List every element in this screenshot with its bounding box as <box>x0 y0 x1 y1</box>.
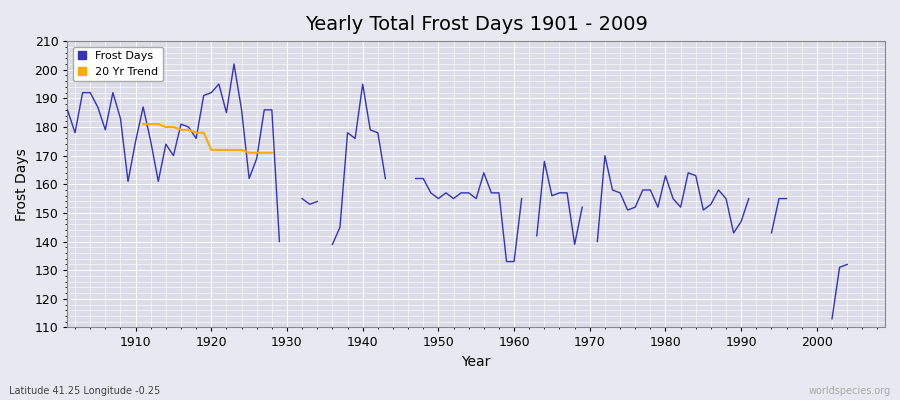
Legend: Frost Days, 20 Yr Trend: Frost Days, 20 Yr Trend <box>73 47 163 81</box>
X-axis label: Year: Year <box>462 355 490 369</box>
Text: Latitude 41.25 Longitude -0.25: Latitude 41.25 Longitude -0.25 <box>9 386 160 396</box>
Text: worldspecies.org: worldspecies.org <box>809 386 891 396</box>
Y-axis label: Frost Days: Frost Days <box>15 148 29 221</box>
Title: Yearly Total Frost Days 1901 - 2009: Yearly Total Frost Days 1901 - 2009 <box>305 15 648 34</box>
